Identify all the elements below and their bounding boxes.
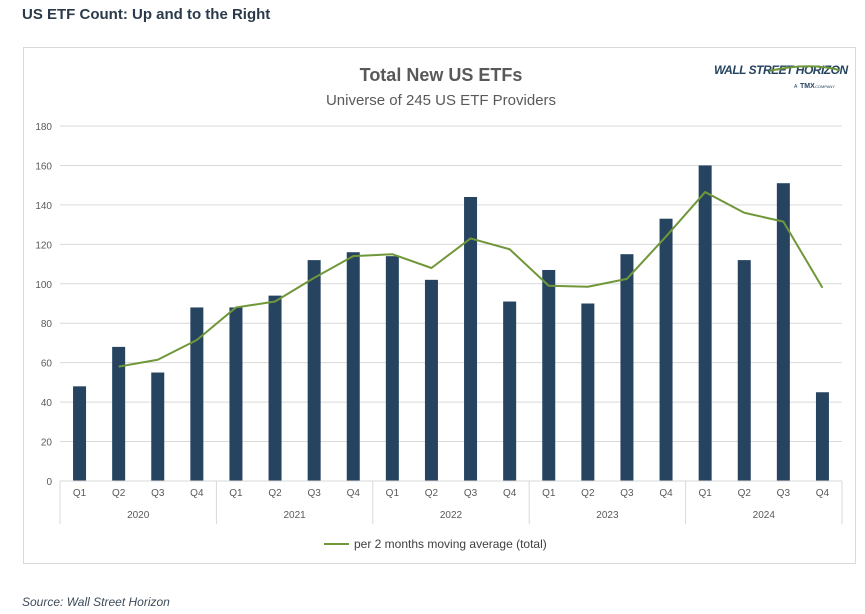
wall-street-horizon-logo: WALL STREET HORIZON A TMX COMPANY: [714, 63, 849, 90]
x-tick-label: Q2: [268, 488, 282, 499]
x-axis: Q1 Q2 Q3 Q4 Q1 Q2 Q3 Q4 Q1 Q2 Q3 Q4 Q1 Q2 Q3 Q4 Q1 Q2 Q3 Q4…: [59, 480, 843, 524]
bar: [190, 307, 204, 481]
legend: per 2 months moving average (total): [324, 537, 547, 551]
bar: [385, 256, 399, 481]
bar: [698, 165, 712, 481]
logo-brand: WALL STREET HORIZON: [714, 63, 848, 77]
bar: [659, 218, 673, 481]
etf-chart: Total New US ETFs Universe of 245 US ETF…: [35, 63, 849, 551]
y-tick-label: 100: [35, 280, 52, 291]
x-group-label: 2021: [283, 510, 306, 521]
bar: [268, 295, 282, 481]
logo-sub-prefix: A: [794, 84, 798, 90]
x-tick-label: Q3: [620, 488, 634, 499]
bar: [424, 279, 438, 481]
y-axis-ticks: 0 20 40 60 80 100 120 140 160 180: [35, 122, 52, 488]
x-tick-label: Q2: [738, 488, 752, 499]
bar: [73, 386, 87, 481]
x-tick-label: Q1: [73, 488, 87, 499]
chart-title: Total New US ETFs: [360, 65, 523, 85]
logo-swoosh-icon: [768, 65, 840, 72]
x-tick-label: Q3: [464, 488, 478, 499]
x-tick-label: Q1: [386, 488, 400, 499]
bar: [151, 372, 165, 481]
x-tick-label: Q3: [151, 488, 165, 499]
x-tick-label: Q3: [307, 488, 321, 499]
x-tick-label: Q1: [542, 488, 556, 499]
x-group-label: 2023: [596, 510, 619, 521]
x-tick-label: Q1: [698, 488, 712, 499]
bar: [229, 307, 243, 481]
x-tick-label: Q4: [816, 488, 830, 499]
source-note: Source: Wall Street Horizon: [22, 595, 170, 609]
x-tick-label: Q2: [112, 488, 126, 499]
bar: [307, 260, 321, 481]
x-group-label: 2024: [753, 510, 776, 521]
legend-label: per 2 months moving average (total): [354, 537, 547, 551]
x-tick-label: Q4: [190, 488, 204, 499]
x-tick-label: Q4: [347, 488, 361, 499]
moving-average-line: [118, 191, 824, 368]
bar: [542, 269, 556, 481]
bar: [815, 392, 829, 481]
x-group-label: 2020: [127, 510, 150, 521]
y-tick-label: 0: [46, 477, 52, 488]
bar: [581, 303, 595, 481]
x-tick-label: Q2: [581, 488, 595, 499]
x-tick-label: Q3: [777, 488, 791, 499]
chart-subtitle: Universe of 245 US ETF Providers: [326, 92, 556, 109]
y-tick-label: 120: [35, 240, 52, 251]
bar: [737, 260, 751, 481]
page-title: US ETF Count: Up and to the Right: [22, 6, 271, 23]
y-tick-label: 80: [41, 319, 53, 330]
bar: [620, 254, 634, 481]
x-tick-label: Q4: [503, 488, 517, 499]
y-tick-label: 40: [41, 398, 53, 409]
chart-frame: Total New US ETFs Universe of 245 US ETF…: [23, 47, 856, 564]
y-tick-label: 140: [35, 201, 52, 212]
y-tick-label: 20: [41, 438, 53, 449]
logo-sub-suffix: COMPANY: [815, 84, 835, 89]
x-group-label: 2022: [440, 510, 463, 521]
x-tick-label: Q1: [229, 488, 243, 499]
logo-sub-brand: TMX: [800, 83, 815, 90]
bar: [503, 301, 517, 481]
y-tick-label: 160: [35, 161, 52, 172]
y-tick-label: 60: [41, 359, 53, 370]
bar: [346, 252, 360, 481]
bar: [112, 346, 126, 481]
y-tick-label: 180: [35, 122, 52, 133]
x-tick-label: Q2: [425, 488, 439, 499]
grid-lines: [60, 125, 842, 443]
x-tick-label: Q4: [659, 488, 673, 499]
bars: [73, 165, 829, 481]
bar: [464, 197, 478, 481]
moving-average-line-layer: [118, 191, 824, 368]
bar: [776, 183, 790, 481]
